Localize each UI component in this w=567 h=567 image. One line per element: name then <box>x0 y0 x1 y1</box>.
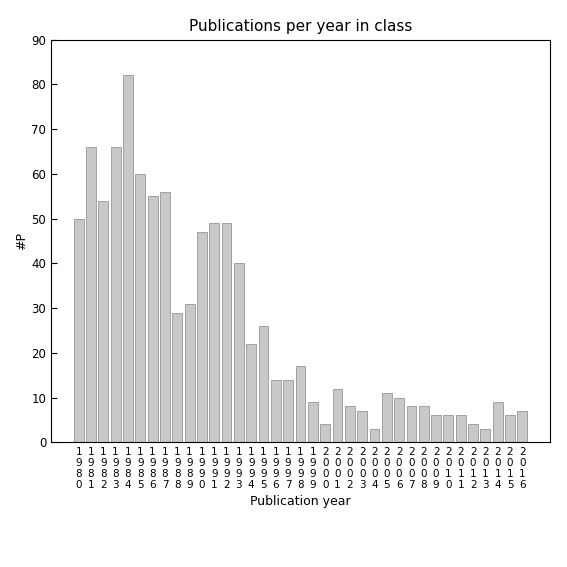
Bar <box>320 424 330 442</box>
Bar <box>431 416 441 442</box>
Bar <box>185 303 194 442</box>
Bar <box>136 174 145 442</box>
Bar <box>505 416 515 442</box>
Bar <box>456 416 466 442</box>
Bar <box>493 402 503 442</box>
X-axis label: Publication year: Publication year <box>250 495 351 508</box>
Bar <box>419 407 429 442</box>
Bar <box>443 416 454 442</box>
Bar <box>271 380 281 442</box>
Bar <box>147 196 158 442</box>
Y-axis label: #P: #P <box>15 232 28 250</box>
Bar <box>468 424 478 442</box>
Title: Publications per year in class: Publications per year in class <box>189 19 412 35</box>
Bar <box>308 402 318 442</box>
Bar <box>160 192 170 442</box>
Bar <box>382 393 392 442</box>
Bar <box>246 344 256 442</box>
Bar <box>284 380 293 442</box>
Bar <box>394 397 404 442</box>
Bar <box>259 326 268 442</box>
Bar <box>74 219 83 442</box>
Bar <box>172 312 182 442</box>
Bar <box>222 223 231 442</box>
Bar <box>345 407 355 442</box>
Bar <box>295 366 306 442</box>
Bar <box>480 429 490 442</box>
Bar <box>197 232 207 442</box>
Bar <box>86 147 96 442</box>
Bar <box>123 75 133 442</box>
Bar <box>209 223 219 442</box>
Bar <box>111 147 121 442</box>
Bar <box>407 407 416 442</box>
Bar <box>333 388 342 442</box>
Bar <box>357 411 367 442</box>
Bar <box>234 263 244 442</box>
Bar <box>98 201 108 442</box>
Bar <box>370 429 379 442</box>
Bar <box>518 411 527 442</box>
